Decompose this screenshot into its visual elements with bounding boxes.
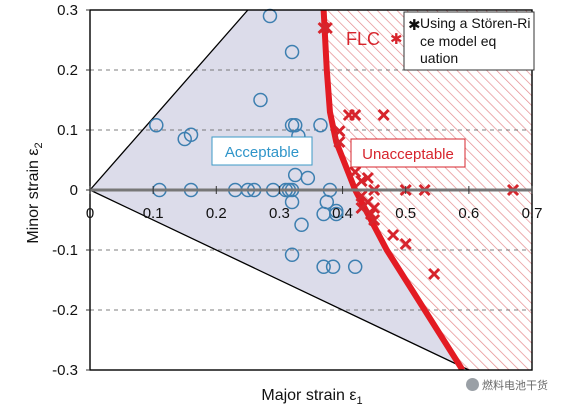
x-tick-label: 0.5 (395, 205, 416, 222)
acceptable-point (316, 259, 331, 275)
unacceptable-point (320, 21, 333, 35)
acceptable-point (284, 44, 300, 60)
acceptable-point (294, 217, 309, 233)
acceptable-point (313, 117, 328, 133)
upper-boundary-line (90, 10, 249, 191)
unacceptable-point (377, 108, 390, 122)
y-tick-label: 0.3 (57, 2, 78, 19)
x-tick-label: 0.3 (269, 205, 290, 222)
y-tick-label: -0.3 (52, 362, 78, 379)
x-tick-label: 0.4 (332, 205, 353, 222)
acceptable-point (253, 92, 268, 108)
y-tick-label: 0.1 (57, 122, 78, 139)
acceptable-label-box (211, 136, 313, 166)
unacceptable-point (355, 174, 368, 188)
acceptable-point (347, 259, 363, 275)
y-axis-label: Minor strain ε2 (25, 142, 45, 243)
unacceptable-point (317, 21, 330, 35)
unacceptable-point (361, 171, 374, 185)
acceptable-point (319, 194, 335, 210)
legend-label: Using a Stören-Ri ce model eq uation (420, 15, 534, 66)
flc-label: FLC (346, 29, 380, 49)
unacceptable-label-box (350, 138, 466, 168)
acceptable-point (284, 247, 300, 263)
unacceptable-point (364, 207, 378, 221)
wechat-icon (466, 378, 479, 391)
y-tick-label: 0.2 (57, 62, 78, 79)
unacceptable-point (368, 201, 381, 215)
acceptable-point (300, 170, 316, 186)
unacceptable-point (368, 213, 381, 227)
x-tick-label: 0.1 (143, 205, 164, 222)
unacceptable-point (428, 267, 441, 281)
acceptable-point (287, 117, 303, 133)
acceptable-point (325, 259, 341, 275)
unacceptable-label: Unacceptable (362, 146, 454, 163)
unacceptable-point (399, 237, 412, 251)
lower-boundary-line (90, 189, 470, 370)
unacceptable-point (355, 201, 368, 215)
x-tick-label: 0 (86, 205, 94, 222)
acceptable-point (177, 131, 192, 147)
legend-marker: ✱ (408, 17, 421, 34)
watermark-text: 燃料电池干货 (482, 379, 548, 392)
unacceptable-point (387, 228, 400, 242)
x-tick-label: 0.2 (206, 205, 227, 222)
unacceptable-point (349, 165, 362, 179)
unacceptable-point (333, 125, 346, 138)
acceptable-point (329, 206, 344, 222)
flc-marker: ✱ (390, 31, 403, 48)
unacceptable-point (349, 108, 362, 122)
y-tick-label: -0.1 (52, 242, 78, 259)
y-tick-label: 0 (70, 182, 78, 199)
unacceptable-point (333, 135, 346, 149)
acceptable-label: Acceptable (225, 144, 299, 161)
watermark: 燃料电池干货 (466, 377, 548, 393)
acceptable-point (284, 194, 300, 210)
x-axis-label: Major strain ε1 (261, 387, 362, 407)
x-tick-label: 0.6 (458, 205, 479, 222)
legend-box (403, 11, 535, 71)
acceptable-point (149, 117, 164, 133)
y-tick-label: -0.2 (52, 302, 78, 319)
x-tick-label: 0.7 (522, 205, 543, 222)
